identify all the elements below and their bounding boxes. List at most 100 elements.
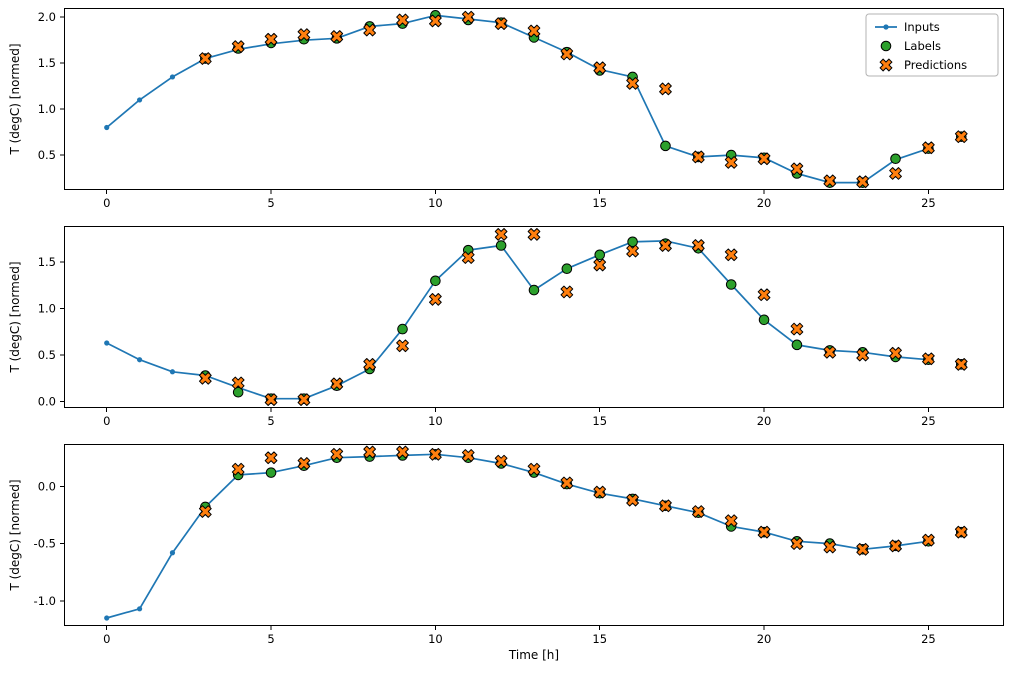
x-tick-label: 0 xyxy=(103,632,110,646)
predictions-marker xyxy=(922,352,935,366)
inputs-marker xyxy=(136,606,143,612)
predictions-marker xyxy=(264,32,278,46)
predictions-marker xyxy=(527,227,541,241)
x-tick-label: 10 xyxy=(428,632,443,646)
predictions-marker xyxy=(626,244,639,258)
predictions-marker xyxy=(330,377,344,391)
predictions-marker xyxy=(297,393,311,407)
inputs-marker xyxy=(104,615,110,621)
predictions-marker xyxy=(823,345,837,359)
legend-labels-circle-icon xyxy=(880,40,892,52)
predictions-marker xyxy=(461,251,475,264)
labels-points xyxy=(200,449,967,555)
x-tick-label: 0 xyxy=(103,196,110,210)
predictions-marker xyxy=(363,445,377,459)
predictions-marker xyxy=(593,61,607,75)
labels-marker xyxy=(758,314,770,326)
legend-inputs-dot-icon xyxy=(883,24,889,30)
predictions-marker xyxy=(264,393,278,407)
predictions-marker xyxy=(198,52,212,65)
x-axis-label: Time [h] xyxy=(508,648,560,662)
y-axis-label-3: T (degC) [normed] xyxy=(8,479,22,591)
predictions-marker xyxy=(659,499,672,513)
predictions-marker xyxy=(691,150,705,164)
predictions-marker xyxy=(856,175,870,189)
labels-marker xyxy=(495,240,507,251)
predictions-marker xyxy=(198,371,212,385)
predictions-marker xyxy=(790,162,804,176)
predictions-marker xyxy=(790,322,804,336)
legend: Inputs Labels Predictions xyxy=(865,13,999,77)
predictions-marker xyxy=(757,525,771,539)
predictions-marker xyxy=(724,514,738,528)
labels-marker xyxy=(265,467,277,478)
y-axis-label-1: T (degC) [normed] xyxy=(8,43,22,155)
predictions-points xyxy=(198,10,968,189)
inputs-path xyxy=(106,453,929,619)
predictions-marker xyxy=(593,258,607,272)
predictions-marker xyxy=(823,174,837,188)
predictions-marker xyxy=(856,348,870,362)
predictions-marker xyxy=(954,525,968,539)
axes-frame xyxy=(64,226,1004,408)
x-tick-label: 20 xyxy=(757,196,772,210)
subplot-3: 0 5 10 15 20 25 -1.0 -0.5 0.0 xyxy=(34,444,1004,646)
legend-item-label: Labels xyxy=(904,39,941,53)
predictions-marker xyxy=(231,462,245,476)
predictions-marker xyxy=(691,239,705,252)
x-tick-label: 15 xyxy=(592,414,607,428)
labels-marker xyxy=(725,279,737,290)
inputs-marker xyxy=(104,340,110,346)
predictions-marker xyxy=(626,77,639,90)
subplot-1: 0 5 10 15 20 25 0.5 1.0 1.5 2.0 Inputs Labels Predic… xyxy=(38,8,1004,210)
labels-marker xyxy=(397,323,408,335)
legend-item-label: Inputs xyxy=(904,20,940,34)
y-tick-label: 1.5 xyxy=(38,255,56,269)
y-tick-label: 1.0 xyxy=(38,102,56,116)
predictions-marker xyxy=(790,537,804,550)
legend-item-label: Predictions xyxy=(904,58,967,72)
x-tick-label: 25 xyxy=(921,632,936,646)
legend-box xyxy=(865,13,999,77)
predictions-points xyxy=(198,227,968,407)
x-tick-label: 5 xyxy=(267,414,274,428)
axes-frame xyxy=(64,8,1004,190)
predictions-points xyxy=(198,445,968,556)
inputs-path xyxy=(106,240,929,400)
predictions-marker xyxy=(330,30,344,43)
x-tick-label: 5 xyxy=(267,632,274,646)
y-tick-label: 0.5 xyxy=(38,148,56,162)
predictions-marker xyxy=(461,10,475,24)
x-tick-label: 15 xyxy=(592,196,607,210)
x-tick-label: 10 xyxy=(428,196,443,210)
predictions-marker xyxy=(494,227,508,241)
x-tick-label: 5 xyxy=(267,196,274,210)
inputs-marker xyxy=(136,97,143,103)
predictions-marker xyxy=(856,542,870,556)
predictions-marker xyxy=(724,156,738,169)
predictions-marker xyxy=(560,47,574,61)
x-tick-label: 15 xyxy=(592,632,607,646)
axes-frame xyxy=(64,444,1004,626)
predictions-marker xyxy=(396,13,409,27)
predictions-marker xyxy=(922,533,935,547)
labels-marker xyxy=(660,140,671,152)
labels-marker xyxy=(232,386,244,398)
predictions-marker xyxy=(363,357,377,371)
predictions-marker xyxy=(264,451,278,465)
x-tick-label: 10 xyxy=(428,414,443,428)
labels-marker xyxy=(430,275,441,287)
predictions-marker xyxy=(494,17,508,30)
inputs-line xyxy=(104,451,932,621)
predictions-marker xyxy=(297,457,311,470)
predictions-marker xyxy=(757,152,771,166)
predictions-marker xyxy=(429,14,442,28)
predictions-marker xyxy=(429,292,442,306)
predictions-marker xyxy=(527,462,541,476)
x-tick-label: 0 xyxy=(103,414,110,428)
predictions-marker xyxy=(198,505,212,518)
x-tick-label: 20 xyxy=(757,632,772,646)
y-tick-label: -1.0 xyxy=(34,594,56,608)
predictions-marker xyxy=(396,339,409,353)
